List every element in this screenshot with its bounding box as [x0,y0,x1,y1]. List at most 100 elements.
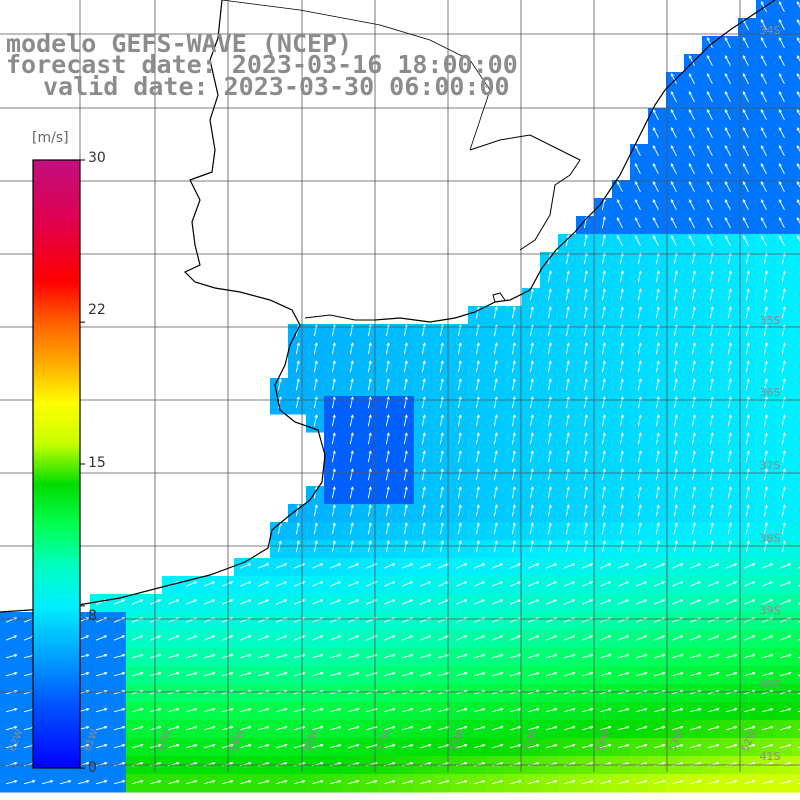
wind-arrow-head [548,270,552,274]
wind-arrow [295,523,300,535]
wind-arrow-head [121,599,126,603]
wind-arrow [635,581,647,587]
wind-arrow [457,469,462,481]
wind-arrow [473,635,485,641]
wind-arrow-head [692,306,696,310]
wind-arrow [761,581,773,587]
wind-arrow-head [746,414,750,418]
wind-arrow [403,379,408,391]
wind-arrow [493,343,498,355]
wind-arrow-head [530,378,534,382]
wind-arrow [725,635,737,641]
wind-arrow [655,343,660,355]
wind-arrow-head [782,504,786,508]
wind-arrow [113,654,125,659]
wind-arrow-head [32,779,36,784]
wind-arrow-head [248,653,252,658]
wind-arrow-head [698,779,702,784]
wind-arrow [509,599,521,605]
wind-arrow-head [121,635,126,639]
wind-arrow [439,541,444,553]
wind-arrow-head [368,540,372,544]
wind-arrow [637,487,642,499]
wind-arrow [689,654,701,659]
wind-arrow [313,361,318,373]
wind-arrow-head [229,581,234,585]
wind-arrow-head [458,432,462,436]
wind-arrow-head [404,468,408,472]
wind-arrow-head [620,378,624,382]
wind-arrow-head [409,563,414,567]
wind-arrow-head [296,342,300,346]
wind-arrow [331,433,336,445]
wind-arrow [275,599,287,605]
wind-arrow [167,599,179,605]
wind-arrow-head [688,109,692,113]
wind-arrow-head [796,73,800,77]
wind-arrow-head [742,55,746,59]
wind-arrow [403,505,408,517]
wind-arrow-head [404,522,408,526]
wind-arrow [239,563,251,569]
wind-arrow [529,397,534,409]
wind-arrow-head [482,761,486,766]
wind-arrow-head [620,486,624,490]
wind-arrow-head [602,450,606,454]
wind-arrow [421,469,426,481]
wind-arrow-head [674,252,678,256]
wind-arrow-head [697,599,702,603]
wind-arrow [455,744,467,749]
wind-arrow-head [734,653,738,658]
wind-arrow-head [607,635,612,639]
wind-arrow [565,433,570,445]
wind-arrow-head [482,707,486,712]
wind-arrow-head [554,761,558,766]
wind-arrow-head [386,540,390,544]
wind-arrow-head [670,127,674,131]
wind-arrow [781,307,786,319]
wind-arrow-head [733,599,738,603]
wind-arrow-head [572,671,576,676]
wind-arrow-head [499,563,504,567]
wind-arrow [745,523,750,535]
wind-arrow [331,487,336,499]
wind-arrow [581,744,593,749]
wind-arrow [185,744,197,749]
wind-arrow [437,672,449,677]
wind-arrow-head [644,707,648,712]
wind-arrow-head [742,199,746,203]
wind-arrow-head [698,761,702,766]
wind-arrow-head [548,306,552,310]
wind-arrow-head [320,671,324,676]
wind-arrow [529,433,534,445]
wind-arrow-head [638,540,642,544]
wind-arrow-head [662,779,666,784]
wind-arrow-head [643,581,648,585]
wind-arrow-head [332,432,336,436]
wind-arrow [778,91,785,103]
wind-arrow [707,780,719,785]
wind-arrow [601,433,606,445]
wind-arrow [779,780,791,785]
wind-arrow-head [656,360,660,364]
wind-arrow-head [674,522,678,526]
wind-arrow [763,343,768,355]
wind-arrow [347,780,359,785]
wind-arrow [419,708,431,713]
wind-arrow [349,397,354,409]
wind-arrow-head [692,432,696,436]
wind-arrow [383,726,395,731]
wind-arrow-head [724,91,728,95]
wind-cell [792,702,800,721]
wind-arrow-head [778,145,782,149]
wind-arrow [565,361,570,373]
wind-arrow-head [661,635,666,639]
wind-arrow-head [602,342,606,346]
wind-arrow-head [770,725,774,730]
wind-arrow [437,744,449,749]
wind-arrow-head [760,73,764,77]
wind-arrow-head [104,779,108,784]
wind-arrow-head [638,288,642,292]
wind-arrow [691,451,696,463]
wind-arrow [475,451,480,463]
